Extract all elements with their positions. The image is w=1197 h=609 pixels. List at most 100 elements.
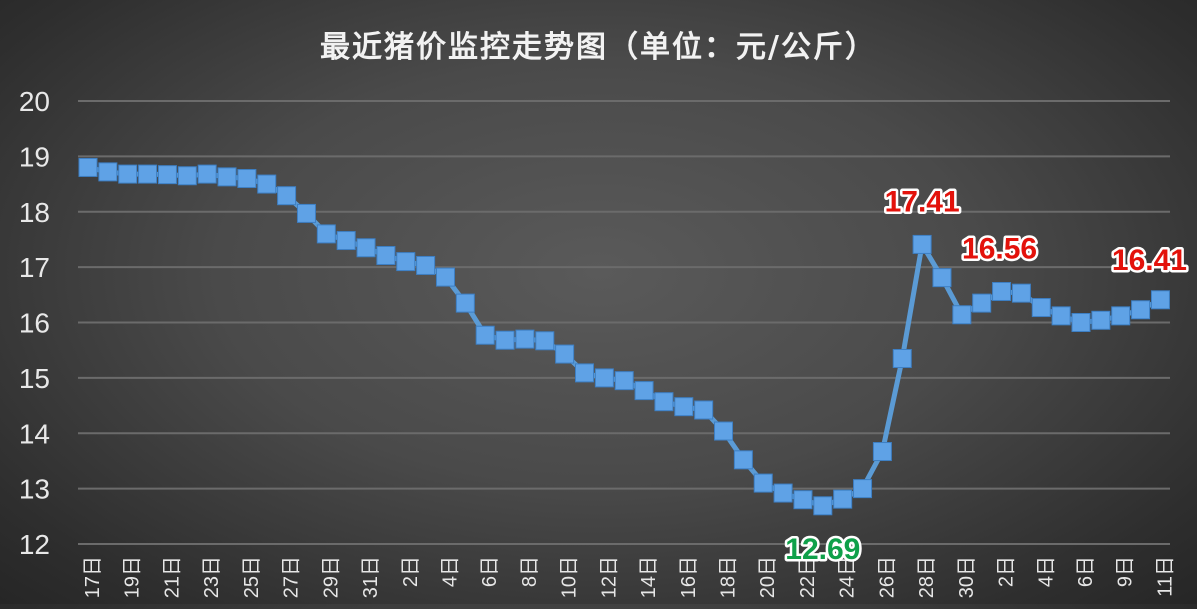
data-point-marker	[714, 421, 734, 441]
data-point-marker	[892, 348, 912, 368]
x-tick-label: 11日	[1154, 556, 1176, 597]
value-annotation: 16.41	[1112, 244, 1187, 277]
data-point-marker	[257, 174, 277, 194]
price-series	[78, 157, 1170, 516]
data-point-marker	[376, 245, 396, 265]
data-point-marker	[614, 371, 634, 391]
data-point-marker	[1011, 283, 1031, 303]
data-point-marker	[217, 167, 237, 187]
x-tick-label: 6日	[479, 556, 501, 587]
data-point-marker	[475, 325, 495, 345]
data-point-marker	[316, 224, 336, 244]
data-point-marker	[1031, 298, 1051, 318]
data-point-marker	[654, 392, 674, 412]
data-point-marker	[197, 164, 217, 184]
x-tick-label: 24日	[837, 556, 859, 598]
data-point-marker	[118, 164, 138, 184]
data-point-marker	[1071, 313, 1091, 332]
y-tick-label: 13	[19, 474, 50, 505]
data-point-marker	[138, 164, 158, 184]
data-point-marker	[992, 281, 1012, 301]
data-point-marker	[336, 231, 356, 251]
x-tick-label: 31日	[360, 556, 382, 598]
data-point-marker	[157, 165, 177, 185]
x-tick-label: 4日	[439, 556, 461, 587]
x-tick-label: 27日	[281, 556, 303, 598]
x-tick-label: 12日	[598, 556, 620, 598]
x-tick-label: 17日	[82, 556, 104, 598]
y-tick-label: 14	[19, 418, 50, 449]
x-tick-label: 28日	[916, 556, 938, 598]
x-tick-label: 18日	[718, 556, 740, 598]
chart-title: 最近猪价监控走势图（单位：元/公斤）	[320, 30, 877, 65]
value-annotation: 17.41	[885, 185, 960, 218]
x-tick-label: 19日	[122, 556, 144, 598]
x-tick-label: 25日	[241, 556, 263, 598]
data-point-marker	[853, 479, 873, 499]
data-point-marker	[495, 330, 515, 350]
y-tick-label: 18	[19, 197, 50, 228]
x-tick-label: 6日	[1075, 556, 1097, 587]
data-point-marker	[932, 268, 952, 288]
data-point-marker	[1091, 310, 1111, 330]
data-point-marker	[1131, 300, 1151, 320]
y-axis-ticks: 12 13 14 15 16 17 18 19 20	[19, 86, 50, 560]
data-point-marker	[594, 368, 614, 388]
data-point-marker	[98, 162, 118, 182]
x-tick-label: 14日	[638, 556, 660, 598]
gridlines	[78, 100, 1170, 545]
data-point-marker	[674, 397, 694, 417]
value-annotation: 16.56	[962, 232, 1037, 265]
x-tick-label: 21日	[161, 556, 183, 598]
y-tick-label: 17	[19, 252, 50, 283]
data-point-marker	[733, 450, 753, 470]
x-tick-label: 23日	[201, 556, 223, 598]
data-point-marker	[1051, 306, 1071, 326]
data-point-marker	[912, 234, 932, 254]
data-point-marker	[833, 489, 853, 509]
data-point-marker	[793, 490, 813, 510]
data-point-marker	[575, 363, 594, 383]
data-point-marker	[296, 203, 316, 223]
data-point-marker	[356, 238, 376, 258]
y-tick-label: 12	[19, 529, 50, 560]
x-tick-label: 26日	[876, 556, 898, 598]
data-point-marker	[1111, 306, 1131, 326]
data-point-marker	[972, 293, 992, 313]
data-point-marker	[694, 400, 714, 420]
data-point-marker	[177, 166, 197, 186]
y-tick-label: 15	[19, 363, 50, 394]
data-point-marker	[237, 169, 257, 189]
x-tick-label: 29日	[320, 556, 342, 598]
x-tick-label: 4日	[1035, 556, 1057, 587]
data-point-marker	[555, 344, 575, 364]
data-point-marker	[773, 483, 793, 503]
x-tick-label: 2日	[400, 556, 422, 587]
x-tick-label: 22日	[797, 556, 819, 598]
data-point-marker	[416, 255, 436, 275]
data-point-marker	[515, 329, 535, 349]
data-point-marker	[1150, 290, 1170, 310]
data-point-marker	[634, 381, 654, 401]
x-tick-label: 10日	[559, 556, 581, 598]
x-tick-label: 16日	[678, 556, 700, 598]
data-point-marker	[872, 442, 892, 462]
value-annotation: 12.69	[785, 533, 860, 566]
y-tick-label: 20	[19, 86, 50, 117]
data-point-marker	[535, 331, 555, 351]
x-tick-label: 2日	[996, 556, 1018, 587]
data-point-marker	[277, 186, 297, 206]
data-point-marker	[753, 473, 773, 493]
data-point-marker	[813, 496, 833, 516]
x-tick-label: 30日	[956, 556, 978, 598]
series-line	[87, 164, 1162, 509]
y-tick-label: 16	[19, 308, 50, 339]
x-axis-ticks: 17日 19日 21日 23日 25日 27日 29日 31日 2日 4日 6日 8日 10日 12日 14…	[82, 556, 1176, 598]
data-point-marker	[435, 267, 455, 287]
x-tick-label: 9日	[1115, 556, 1137, 587]
data-point-marker	[78, 157, 98, 177]
x-tick-label: 20日	[757, 556, 779, 598]
